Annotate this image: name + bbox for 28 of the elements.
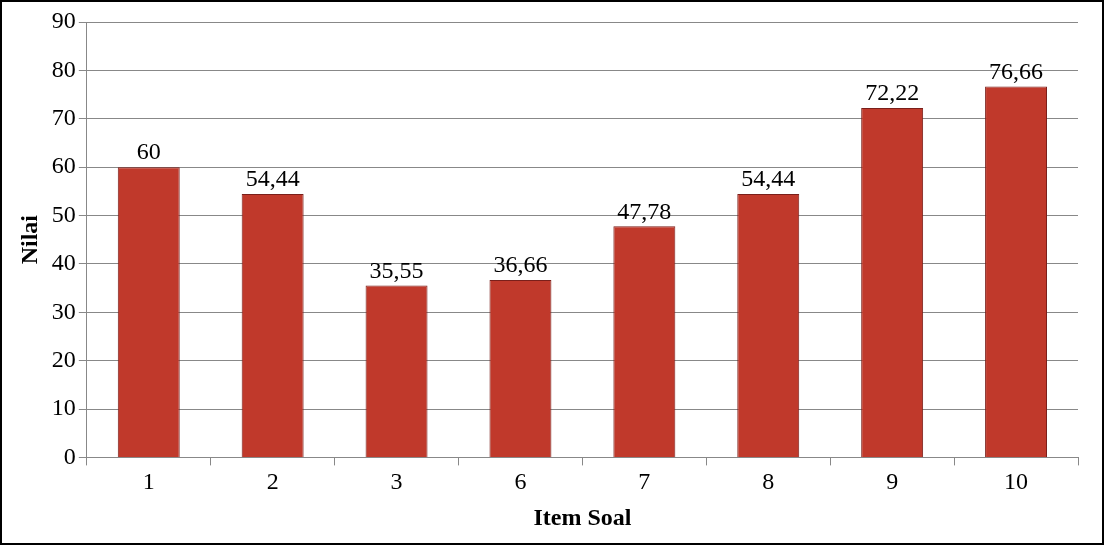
x-tick-label: 7 (638, 468, 651, 495)
data-label: 60 (136, 138, 161, 165)
data-label: 76,66 (989, 57, 1044, 84)
y-tick-label: 50 (51, 200, 76, 227)
data-label: 35,55 (369, 256, 424, 283)
data-label: 72,22 (865, 79, 920, 106)
y-tick-label: 0 (63, 442, 76, 469)
data-label: 54,44 (245, 165, 300, 192)
y-tick-label: 20 (51, 345, 76, 372)
x-tick-label: 10 (1004, 468, 1029, 495)
data-label: 36,66 (493, 251, 548, 278)
x-tick-label: 2 (266, 468, 279, 495)
y-tick-label: 70 (51, 104, 76, 131)
data-label: 54,44 (741, 165, 796, 192)
y-tick-label: 10 (51, 394, 76, 421)
data-label: 47,78 (617, 197, 672, 224)
y-tick-label: 80 (51, 55, 76, 82)
y-tick-label: 60 (51, 152, 76, 179)
x-tick-label: 8 (762, 468, 775, 495)
x-tick-label: 1 (142, 468, 155, 495)
x-axis-title: Item Soal (533, 503, 632, 530)
y-tick-label: 90 (51, 7, 76, 34)
x-tick-label: 9 (886, 468, 899, 495)
y-tick-label: 30 (51, 297, 76, 324)
x-tick-label: 3 (390, 468, 403, 495)
y-axis-title: Nilai (15, 214, 42, 265)
x-tick-label: 6 (514, 468, 527, 495)
y-tick-label: 40 (51, 249, 76, 276)
